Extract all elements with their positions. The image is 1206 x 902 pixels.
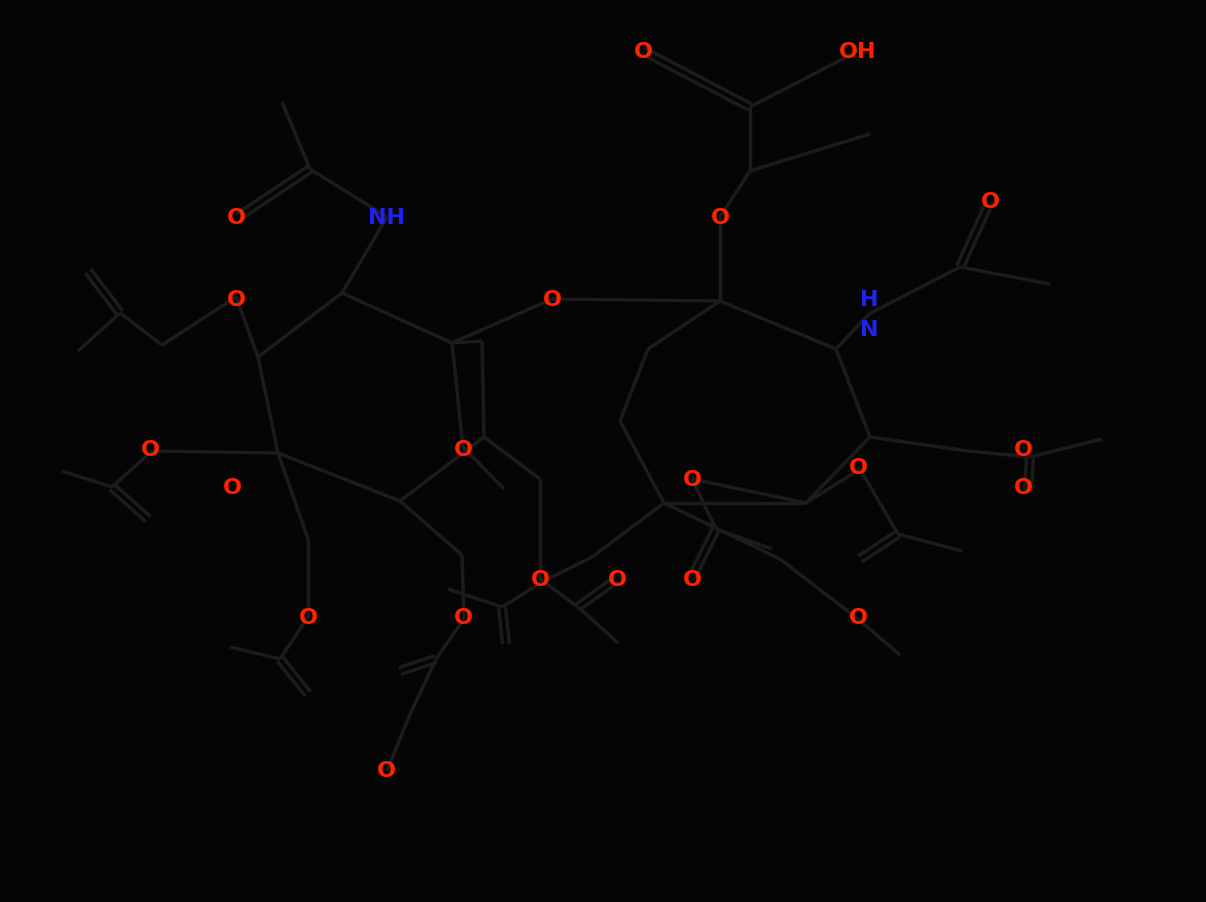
- Text: O: O: [227, 290, 246, 309]
- Text: OH: OH: [839, 42, 877, 62]
- Text: O: O: [453, 439, 473, 459]
- Text: N: N: [860, 319, 878, 340]
- Text: O: O: [710, 207, 730, 227]
- Text: O: O: [849, 457, 867, 477]
- Text: O: O: [608, 569, 626, 589]
- Text: O: O: [683, 569, 702, 589]
- Text: O: O: [543, 290, 562, 309]
- Text: O: O: [1013, 477, 1032, 497]
- Text: O: O: [980, 192, 1000, 212]
- Text: O: O: [376, 760, 396, 780]
- Text: NH: NH: [369, 207, 405, 227]
- Text: H: H: [860, 290, 878, 309]
- Text: O: O: [1013, 439, 1032, 459]
- Text: O: O: [227, 207, 246, 227]
- Text: O: O: [683, 469, 702, 490]
- Text: O: O: [453, 607, 473, 627]
- Text: O: O: [633, 42, 652, 62]
- Text: O: O: [531, 569, 550, 589]
- Text: O: O: [222, 477, 241, 497]
- Text: O: O: [141, 439, 159, 459]
- Text: O: O: [299, 607, 317, 627]
- Text: O: O: [849, 607, 867, 627]
